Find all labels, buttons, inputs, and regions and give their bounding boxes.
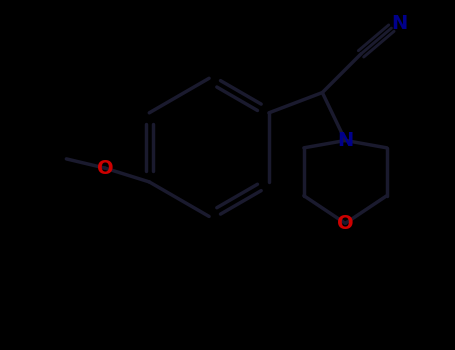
Text: O: O [337,214,354,233]
Text: O: O [97,159,113,177]
Text: N: N [392,14,408,33]
Text: N: N [337,131,354,150]
